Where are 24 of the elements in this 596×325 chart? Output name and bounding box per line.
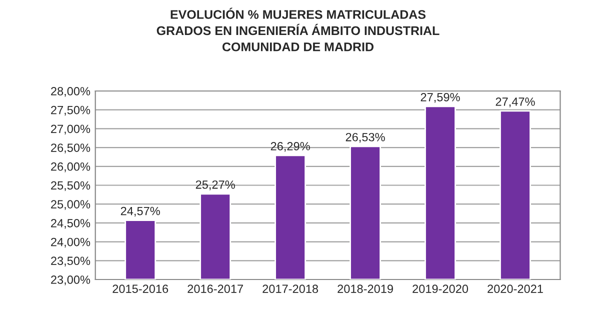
- x-tick-label: 2016-2017: [188, 284, 243, 294]
- y-tick-label: 23,50%: [51, 256, 90, 266]
- y-tick-label: 26,00%: [51, 162, 90, 172]
- data-label: 25,27%: [196, 180, 235, 190]
- x-tick-label: 2020-2021: [488, 284, 543, 294]
- data-label: 26,53%: [346, 132, 385, 143]
- data-label: 26,29%: [270, 142, 310, 152]
- y-tick-label: 28,00%: [51, 87, 90, 97]
- y-tick-label: 24,00%: [51, 238, 90, 248]
- y-tick-label: 26,50%: [51, 144, 90, 154]
- data-label: 27,59%: [420, 92, 460, 103]
- x-tick-label: 2015-2016: [112, 284, 168, 294]
- x-tick-label: 2018-2019: [338, 284, 393, 294]
- y-tick-label: 23,00%: [51, 276, 90, 286]
- data-label: 27,47%: [496, 98, 535, 108]
- y-tick-label: 27,50%: [51, 106, 90, 116]
- y-tick-label: 24,50%: [51, 218, 90, 229]
- x-tick-label: 2017-2018: [262, 284, 318, 294]
- y-tick-label: 25,50%: [51, 181, 90, 192]
- x-tick-label: 2019-2020: [412, 284, 468, 294]
- chart-title: EVOLUCIÓN % MUJERES MATRICULADAS GRADOS EN INGENIERÍA ÁMBITO INDUSTRIAL COMUNIDAD DE MADRID: [156, 8, 440, 52]
- y-tick-label: 25,00%: [51, 200, 90, 210]
- y-tick-label: 27,00%: [51, 124, 90, 134]
- data-label: 24,57%: [120, 206, 160, 217]
